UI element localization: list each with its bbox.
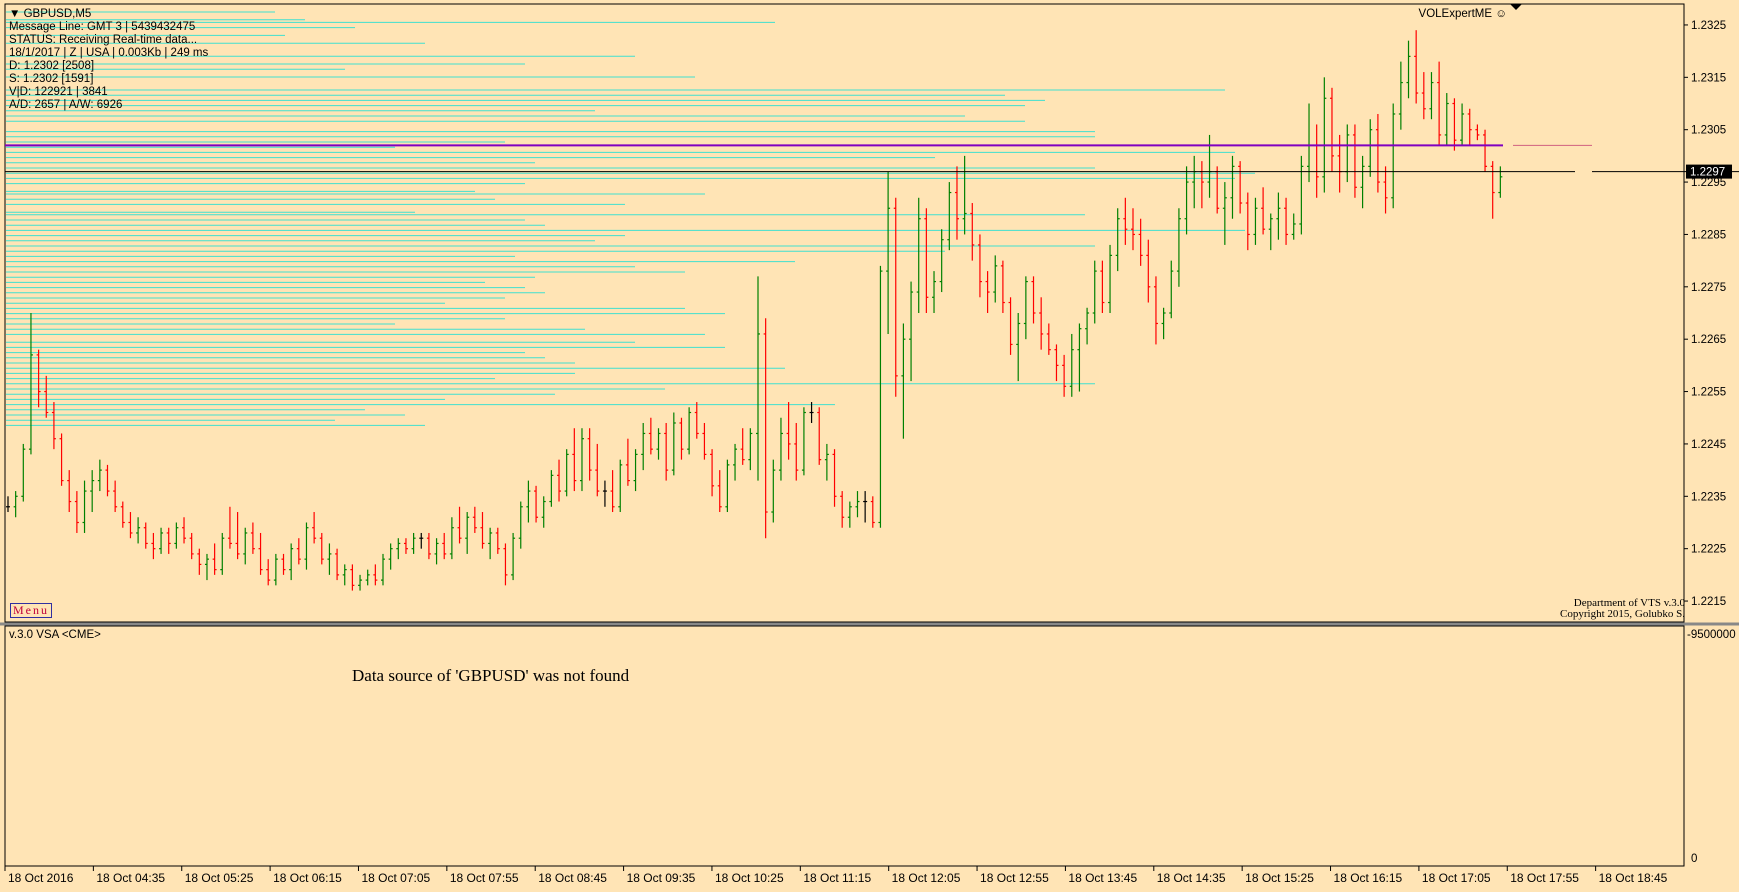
department-line: Department of VTS v.3.0 — [1573, 597, 1685, 609]
no-data-message: Data source of 'GBPUSD' was not found — [352, 666, 630, 685]
indicator-axis-bottom: 0 — [1691, 853, 1697, 865]
price-tag — [1686, 164, 1732, 179]
x-tick-label: 18 Oct 06:15 — [273, 871, 342, 885]
y-tick-label: 1.2235 — [1691, 491, 1726, 503]
triangle-down-icon[interactable]: ▼ — [9, 8, 21, 20]
y-tick-label: 1.2315 — [1691, 72, 1726, 84]
info-line: STATUS: Receiving Real-time data... — [9, 34, 198, 46]
y-tick-label: 1.2255 — [1691, 387, 1726, 399]
x-tick-label: 18 Oct 17:55 — [1510, 871, 1579, 885]
y-tick-label: 1.2245 — [1691, 439, 1726, 451]
x-tick-label: 18 Oct 2016 — [8, 871, 74, 885]
indicator-label: v.3.0 VSA <CME> — [9, 629, 101, 641]
y-tick-label: 1.2325 — [1691, 20, 1726, 32]
x-tick-label: 18 Oct 12:05 — [892, 871, 961, 885]
copyright-block: Department of VTS v.3.0 Copyright 2015, … — [1560, 598, 1685, 620]
x-tick-label: 18 Oct 13:45 — [1068, 871, 1137, 885]
info-line: S: 1.2302 [1591] — [9, 73, 94, 85]
indicator-axis-top: -9500000 — [1687, 629, 1736, 641]
expert-name: VOLExpertME — [1418, 8, 1493, 20]
x-tick-label: 18 Oct 07:05 — [361, 871, 430, 885]
x-tick-label: 18 Oct 15:25 — [1245, 871, 1314, 885]
x-tick-label: 18 Oct 09:35 — [627, 871, 696, 885]
info-line: D: 1.2302 [2508] — [9, 60, 95, 72]
y-tick-label: 1.2275 — [1691, 282, 1726, 294]
y-tick-label: 1.2305 — [1691, 125, 1726, 137]
expert-label[interactable]: VOLExpertME ☺ — [1419, 8, 1507, 20]
x-tick-label: 18 Oct 17:05 — [1422, 871, 1491, 885]
menu-button[interactable]: Menu — [10, 603, 52, 618]
copyright-line: Copyright 2015, Golubko S. — [1560, 608, 1685, 620]
info-line: 18/1/2017 | Z | USA | 0.003Kb | 249 ms — [9, 47, 209, 59]
info-line: A/D: 2657 | A/W: 6926 — [9, 99, 123, 111]
info-line: Message Line: GMT 3 | 5439432475 — [9, 21, 196, 33]
y-tick-label: 1.2295 — [1691, 177, 1726, 189]
price-tag-label: 1.2297 — [1690, 167, 1725, 179]
x-tick-label: 18 Oct 18:45 — [1599, 871, 1668, 885]
x-tick-label: 18 Oct 14:35 — [1157, 871, 1226, 885]
indicator-panel-border — [4, 625, 1685, 867]
x-tick-label: 18 Oct 08:45 — [538, 871, 607, 885]
x-tick-label: 18 Oct 16:15 — [1334, 871, 1403, 885]
x-tick-label: 18 Oct 10:25 — [715, 871, 784, 885]
x-tick-label: 18 Oct 12:55 — [980, 871, 1049, 885]
y-tick-label: 1.2215 — [1691, 596, 1726, 608]
x-tick-label: 18 Oct 07:55 — [450, 871, 519, 885]
y-tick-label: 1.2265 — [1691, 334, 1726, 346]
symbol-text: GBPUSD,M5 — [23, 8, 92, 20]
smiley-icon: ☺ — [1495, 8, 1507, 20]
info-line: V|D: 122921 | 3841 — [9, 86, 108, 98]
x-tick-label: 18 Oct 04:35 — [96, 871, 165, 885]
y-tick-label: 1.2225 — [1691, 544, 1726, 556]
main-panel-border — [4, 3, 1685, 623]
symbol-label: ▼ GBPUSD,M5 — [9, 8, 91, 20]
y-tick-label: 1.2285 — [1691, 229, 1726, 241]
x-tick-label: 18 Oct 05:25 — [185, 871, 254, 885]
chart-shift-icon — [1510, 4, 1522, 10]
x-tick-label: 18 Oct 11:15 — [803, 871, 871, 885]
